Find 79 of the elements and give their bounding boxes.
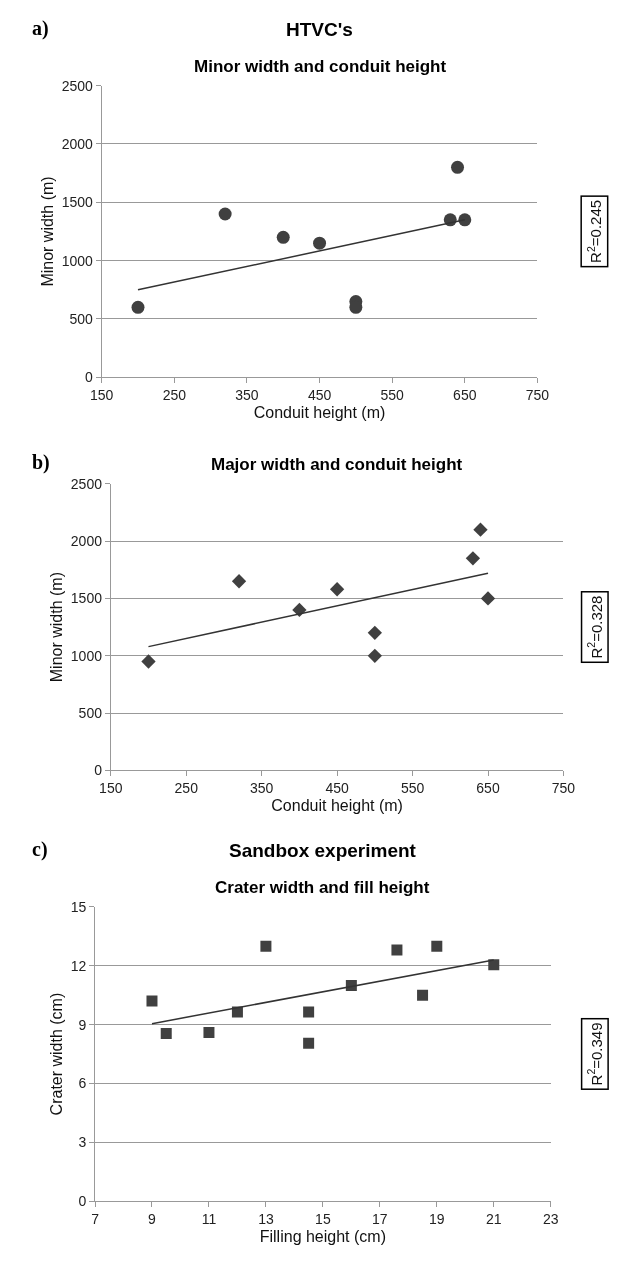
x-tick-label: 350 [249, 780, 274, 797]
point [451, 160, 465, 174]
y-tick-label: 1500 [61, 194, 94, 211]
x-tick-label: 13 [258, 1210, 274, 1227]
point [417, 989, 429, 1001]
text: a) [32, 17, 49, 40]
point [329, 582, 345, 597]
text: c) [32, 838, 48, 861]
y-tick-label: 1500 [70, 590, 103, 607]
y-axis-title: Crater width (cm) [47, 992, 65, 1116]
y-tick-label: 0 [94, 762, 103, 779]
x-tick-label: 11 [201, 1210, 217, 1227]
x-tick-label: 550 [380, 387, 405, 404]
text: b) [32, 451, 50, 474]
y-tick-label: 3 [78, 1134, 87, 1151]
y-tick-label: 1000 [70, 647, 103, 664]
x-tick-label: 550 [400, 780, 425, 797]
point [458, 213, 472, 227]
x-tick-label: 250 [162, 387, 187, 404]
x-tick-label: 17 [372, 1210, 388, 1227]
x-tick-label: 450 [307, 387, 332, 404]
point [367, 625, 382, 640]
point [131, 300, 145, 314]
chart-subtitle: Crater width and fill height [215, 878, 430, 897]
y-axis-title: Minor width (m) [38, 176, 56, 287]
point [303, 1006, 315, 1018]
x-axis-title: Conduit height (m) [253, 403, 386, 421]
point [465, 551, 481, 566]
point [473, 522, 488, 537]
x-tick-label: 150 [99, 780, 123, 797]
x-axis-title: Conduit height (m) [271, 796, 403, 814]
point [231, 574, 247, 589]
point [303, 1037, 315, 1049]
x-tick-label: 15 [315, 1210, 331, 1227]
y-tick-label: 2000 [70, 533, 103, 549]
y-tick-label: 12 [70, 957, 87, 974]
y-tick-label: 1000 [61, 252, 94, 269]
point [260, 940, 272, 952]
point [367, 648, 382, 663]
x-tick-label: 650 [453, 387, 477, 404]
y-tick-label: 2000 [61, 135, 94, 152]
x-tick-label: 9 [148, 1210, 157, 1227]
y-tick-label: 500 [69, 310, 94, 327]
y-tick-label: 0 [78, 1193, 87, 1210]
chart-title: Major width and conduit height [211, 455, 463, 474]
x-tick-label: 21 [485, 1210, 502, 1227]
x-tick-label: 650 [476, 780, 500, 797]
x-tick-label: 450 [325, 780, 350, 797]
y-tick-label: 500 [78, 705, 103, 722]
y-axis-title: Minor width (m) [47, 572, 65, 683]
point [141, 654, 156, 669]
point [218, 207, 232, 221]
chart-title: HTVC's [286, 19, 353, 40]
x-tick-label: 750 [551, 780, 576, 797]
y-tick-label: 2500 [61, 77, 94, 94]
x-tick-label: 23 [542, 1210, 559, 1227]
y-tick-label: 2500 [70, 475, 103, 492]
y-tick-label: 15 [70, 898, 87, 915]
point [313, 236, 327, 250]
chart-title: Sandbox experiment [229, 840, 417, 861]
point [391, 944, 403, 956]
x-tick-label: 150 [90, 387, 114, 404]
y-tick-label: 6 [78, 1075, 87, 1092]
point [160, 1027, 172, 1039]
point [488, 959, 500, 971]
x-tick-label: 19 [429, 1210, 445, 1227]
point [431, 940, 443, 952]
x-tick-label: 250 [174, 780, 199, 797]
point [276, 230, 290, 244]
point [203, 1026, 215, 1038]
point [146, 995, 158, 1007]
chart-subtitle: Minor width and conduit height [194, 57, 447, 76]
x-axis-title: Filling height (cm) [259, 1227, 387, 1245]
y-tick-label: 9 [78, 1016, 87, 1033]
x-tick-label: 7 [91, 1210, 100, 1227]
x-tick-label: 750 [525, 387, 550, 404]
point [480, 591, 496, 606]
x-tick-label: 350 [235, 387, 259, 404]
y-tick-label: 0 [85, 369, 94, 386]
